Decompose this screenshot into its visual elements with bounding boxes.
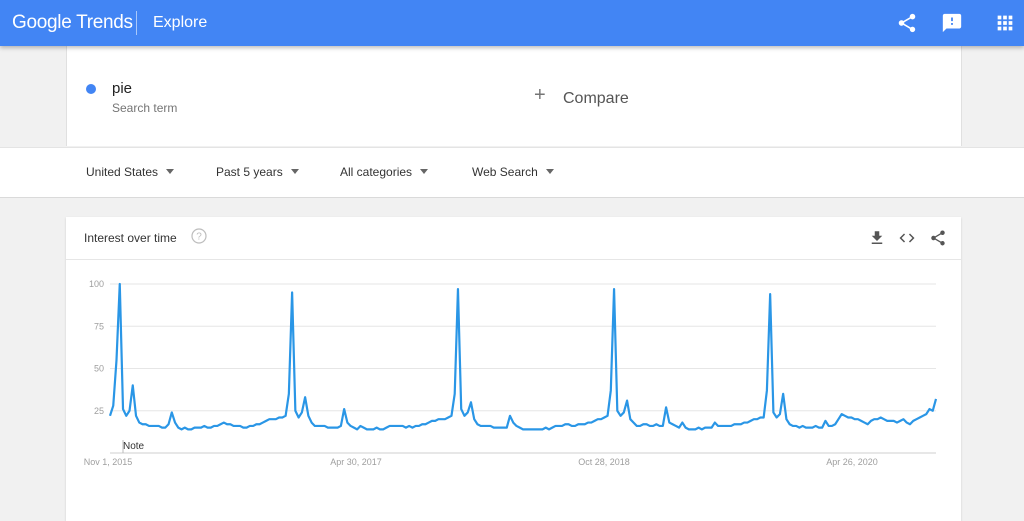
header-divider [136,11,137,35]
compare-label: Compare [563,90,629,107]
term-color-dot [86,84,96,94]
interest-line-chart: 25 50 75 100 Nov 1, 2015 Apr 30, 2017 Oct 28, … [84,279,938,467]
share-icon[interactable] [929,229,947,247]
x-tick-label: Oct 28, 2018 [578,457,630,467]
y-tick-label: 75 [94,321,104,331]
dropdown-arrow-icon [420,169,429,174]
search-type-dropdown[interactable]: Web Search [472,165,554,179]
compare-button[interactable]: + Compare [514,46,962,146]
download-icon[interactable] [868,229,886,247]
y-tick-label: 100 [89,279,104,289]
search-type-label: Web Search [472,165,538,179]
region-label: United States [86,165,159,179]
search-term-card[interactable]: pie Search term [66,46,515,146]
y-tick-label: 25 [94,406,104,416]
panel-header: Interest over time ? [66,217,961,260]
interest-over-time-panel: Interest over time ? 25 50 75 100 Nov 1, 201… [66,217,961,521]
svg-text:?: ? [196,232,202,243]
dropdown-arrow-icon [545,169,554,174]
filter-bar: United States Past 5 years All categorie… [0,147,1024,198]
embed-code-icon[interactable] [898,229,916,247]
series-line [108,282,938,431]
x-tick-label: Nov 1, 2015 [84,457,133,467]
category-dropdown[interactable]: All categories [340,165,429,179]
region-dropdown[interactable]: United States [86,165,175,179]
time-range-dropdown[interactable]: Past 5 years [216,165,299,179]
feedback-icon[interactable] [941,12,963,34]
google-trends-logo[interactable]: Google Trends [12,12,133,33]
page-title: Explore [153,14,208,31]
help-icon[interactable]: ? [191,228,207,244]
time-range-label: Past 5 years [216,165,283,179]
category-label: All categories [340,165,413,179]
plus-icon: + [534,84,546,106]
apps-grid-icon[interactable] [994,12,1016,34]
share-icon[interactable] [896,12,918,34]
search-term-type: Search term [112,101,178,115]
y-tick-label: 50 [94,364,104,374]
top-app-bar: Google Trends Explore [0,0,1024,46]
note-label: Note [123,441,145,452]
search-terms-area: pie Search term + Compare [0,46,1024,147]
search-term-name[interactable]: pie [112,80,133,97]
panel-title: Interest over time [84,231,177,245]
dropdown-arrow-icon [166,169,175,174]
x-tick-label: Apr 26, 2020 [826,457,878,467]
x-tick-label: Apr 30, 2017 [330,457,382,467]
dropdown-arrow-icon [290,169,299,174]
